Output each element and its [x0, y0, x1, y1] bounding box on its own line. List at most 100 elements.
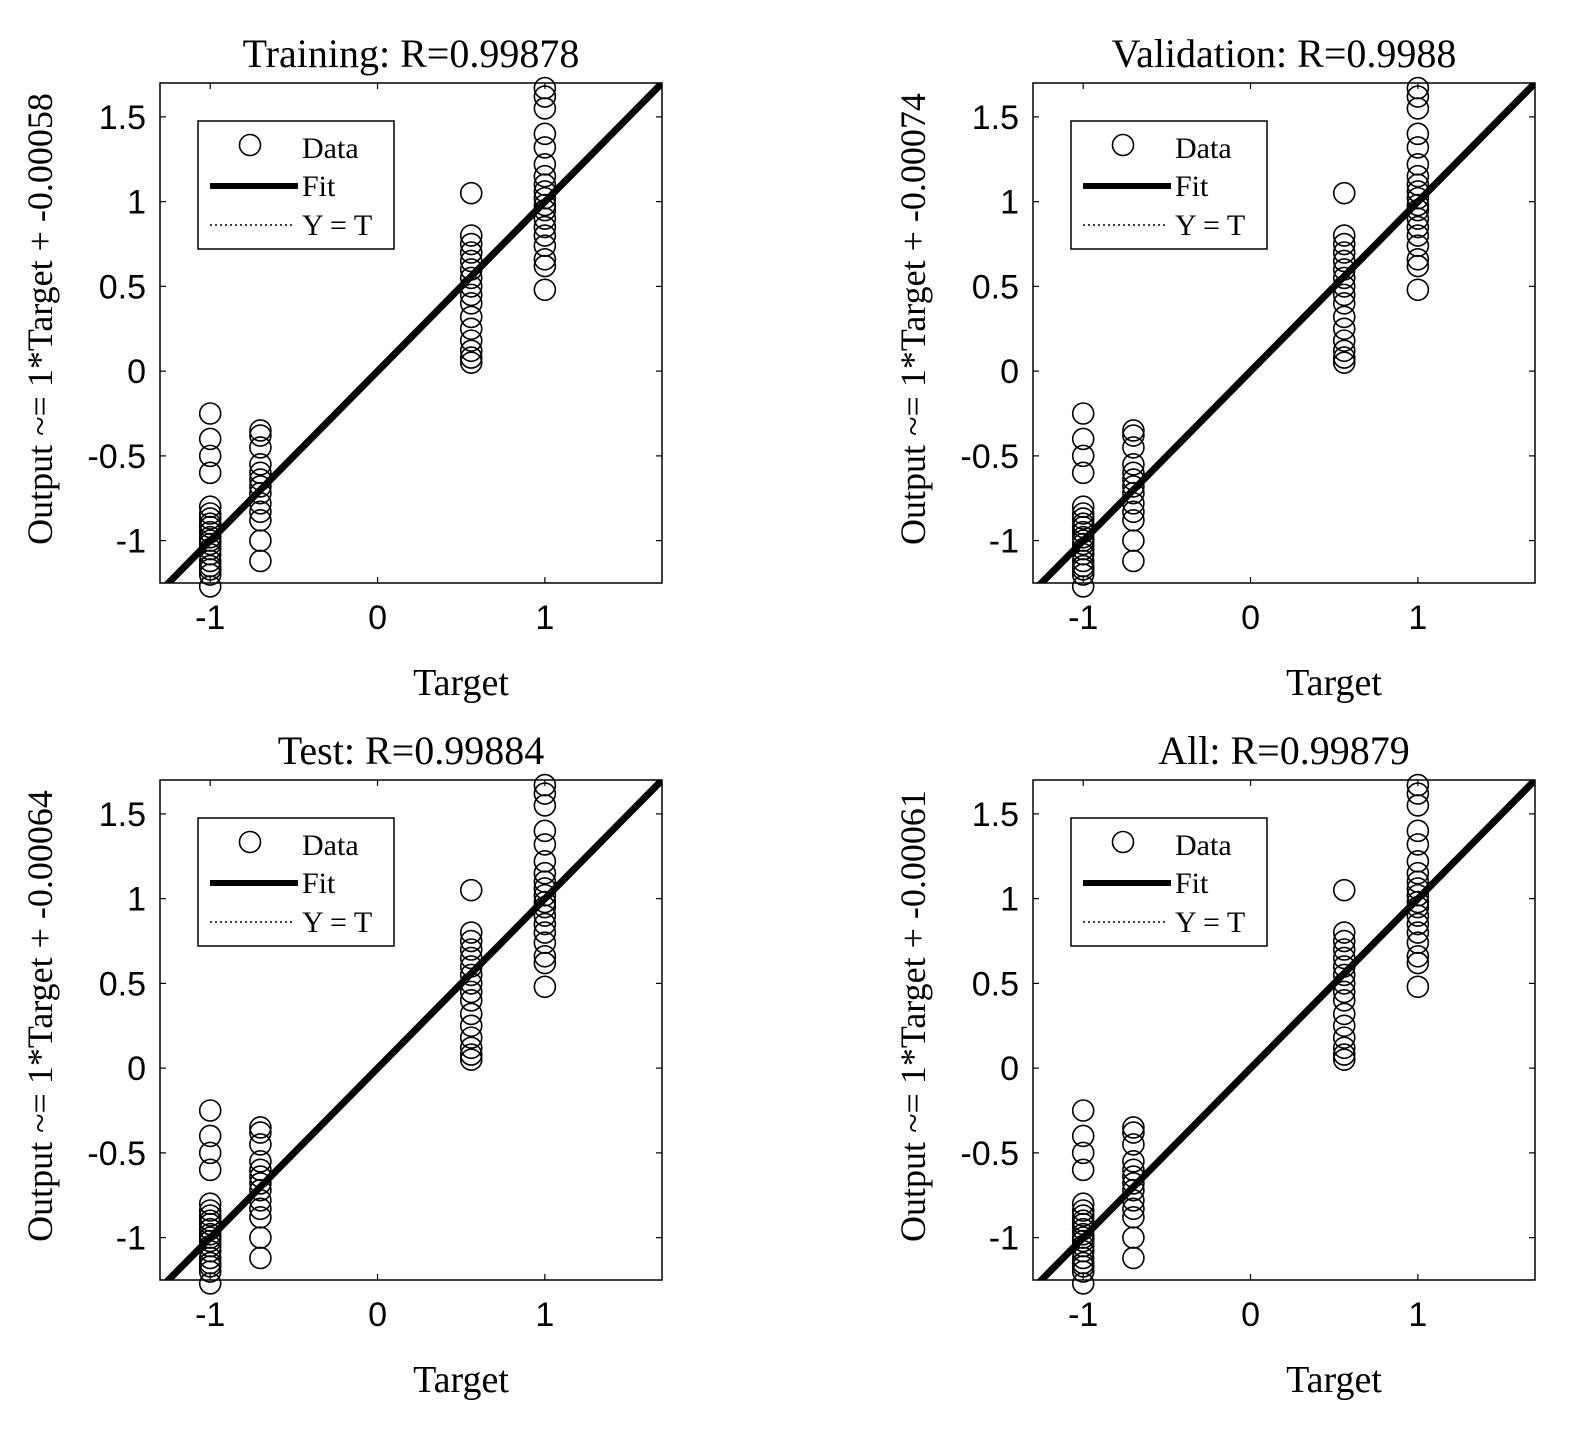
data-point: [1332, 921, 1356, 944]
data-point: [1332, 292, 1356, 315]
data-point: [249, 1205, 272, 1229]
chart-title: Test: R=0.99884: [278, 728, 544, 773]
data-point: [533, 247, 557, 271]
data-point: [1406, 850, 1430, 873]
data-point: [1332, 249, 1356, 273]
x-tick-label: -1: [195, 599, 225, 637]
data-point: [1406, 234, 1430, 258]
data-point: [1122, 475, 1145, 498]
y-tick-label: 0: [127, 353, 146, 391]
data-point: [459, 232, 483, 256]
data-point: [459, 305, 483, 329]
data-point: [533, 782, 557, 805]
data-point: [1406, 883, 1430, 907]
data-point: [1332, 878, 1356, 902]
data-point: [1406, 278, 1430, 302]
data-point: [1332, 266, 1356, 290]
y-tick-label: 1.5: [99, 796, 146, 834]
data-point: [1071, 1192, 1095, 1216]
data-point: [1071, 525, 1095, 549]
data-point: [198, 427, 222, 451]
data-point: [1406, 944, 1430, 968]
data-point: [1332, 1002, 1356, 1026]
data-point: [1406, 782, 1430, 805]
data-point: [533, 931, 557, 955]
y-tick-label: 1.5: [972, 99, 1019, 137]
legend-label-data: Data: [1175, 132, 1232, 165]
data-point: [533, 877, 557, 900]
data-point: [533, 136, 557, 159]
data-point: [1406, 186, 1430, 210]
data-point: [198, 525, 222, 549]
data-point: [198, 402, 222, 425]
y-tick-label: -0.5: [87, 1135, 146, 1173]
data-point: [198, 1158, 222, 1182]
data-point: [1122, 453, 1145, 476]
data-point: [1332, 181, 1356, 205]
data-point: [1071, 444, 1095, 468]
data-point: [533, 278, 557, 302]
data-point: [1122, 1116, 1145, 1139]
data-point: [459, 275, 483, 298]
data-point: [459, 1043, 483, 1066]
data-point: [533, 85, 557, 108]
data-point: [1071, 502, 1095, 525]
legend-label-fit: Fit: [302, 867, 336, 900]
data-point: [459, 980, 483, 1004]
data-point: [198, 495, 222, 519]
data-point: [1071, 461, 1095, 485]
data-point: [459, 946, 483, 970]
data-point: [1332, 329, 1356, 352]
y-tick-label: 1: [1000, 881, 1019, 919]
x-axis-label: Target: [1286, 662, 1382, 704]
data-point: [1122, 1121, 1145, 1144]
data-point: [1122, 1172, 1145, 1195]
data-point: [1071, 1251, 1095, 1275]
data-point: [459, 329, 483, 352]
data-point: [198, 1192, 222, 1216]
y-tick-label: -0.5: [960, 438, 1019, 476]
data-point: [1406, 153, 1430, 176]
y-tick-label: -1: [116, 1220, 146, 1258]
data-point: [1332, 1036, 1356, 1060]
data-point: [1332, 224, 1356, 247]
x-axis-label: Target: [1286, 1359, 1382, 1401]
data-point: [459, 878, 483, 902]
y-tick-label: -1: [116, 523, 146, 561]
y-tick-label: -0.5: [960, 1135, 1019, 1173]
data-point: [1406, 122, 1430, 146]
data-point: [1406, 76, 1430, 100]
fit-line: [163, 83, 662, 583]
legend-data-marker: [238, 830, 262, 854]
legend-label-identity: Y = T: [1175, 209, 1245, 242]
y-axis-label: Output ~= 1*Target + -0.00061: [893, 790, 933, 1242]
data-point: [533, 215, 557, 239]
data-point: [249, 1150, 272, 1173]
y-tick-label: 0.5: [972, 965, 1019, 1003]
data-point: [1332, 929, 1356, 953]
data-point: [1071, 1217, 1095, 1241]
data-point: [459, 181, 483, 205]
data-point: [198, 507, 222, 530]
data-point: [198, 542, 222, 566]
y-tick-label: -0.5: [87, 438, 146, 476]
y-tick-label: -1: [989, 523, 1019, 561]
regression-panel: -1 0 1 -1 -0.5 0 0.5 1 1.5 Data Fit Y = T Validation…: [893, 31, 1536, 704]
legend-label-identity: Y = T: [302, 209, 372, 242]
data-point: [249, 508, 272, 532]
chart-title: All: R=0.99879: [1158, 728, 1409, 773]
data-point: [533, 224, 557, 247]
data-point: [459, 346, 483, 369]
y-tick-label: 0.5: [99, 965, 146, 1003]
data-point: [459, 1026, 483, 1049]
data-point: [249, 461, 272, 485]
data-point: [533, 180, 557, 203]
data-point: [1332, 1014, 1356, 1038]
data-point: [1071, 1099, 1095, 1122]
data-point: [1332, 989, 1356, 1012]
x-tick-label: 1: [535, 1296, 554, 1334]
data-point: [533, 819, 557, 843]
data-point: [198, 512, 222, 535]
y-tick-label: 0: [1000, 353, 1019, 391]
